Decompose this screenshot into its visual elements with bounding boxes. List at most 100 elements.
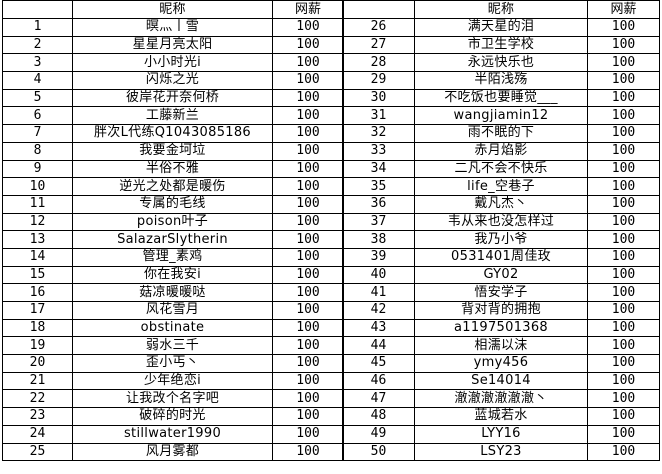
nickname-cell: stillwater1990 <box>72 424 273 444</box>
nickname-cell: 雨不眠的下 <box>414 124 588 143</box>
salary-cell: 100 <box>272 88 344 108</box>
rank-cell: 16 <box>2 283 73 302</box>
rank-cell: 42 <box>342 301 415 320</box>
nickname-cell: 戴凡杰丶 <box>414 194 588 214</box>
rank-cell: 27 <box>342 35 415 55</box>
nickname-cell: 澈澈澈澈澈澈丶 <box>414 389 588 409</box>
salary-cell: 100 <box>272 212 344 232</box>
salary-cell: 100 <box>587 442 660 462</box>
rank-cell: 4 <box>2 71 73 90</box>
nickname-cell: ymy456 <box>414 354 588 373</box>
table-row: 7 胖次L代练Q1043085186 100 <box>2 124 344 143</box>
table-row: 44 相濡以沫 100 <box>342 336 660 356</box>
nickname-cell: 闪烁之光 <box>72 71 273 90</box>
rank-cell: 35 <box>342 177 415 196</box>
nickname-cell: 悟安学子 <box>414 283 588 302</box>
nickname-cell: 逆光之处都是暖伤 <box>72 177 273 196</box>
ranking-table-right: 昵称 网薪 26 满天星的泪 100 27 市卫生学校 100 28 永远快乐也 100 29 半陌… <box>342 0 660 462</box>
table-row: 4 闪烁之光 100 <box>2 71 344 90</box>
salary-cell: 100 <box>587 141 660 161</box>
salary-cell: 100 <box>587 35 660 55</box>
table-row: 24 stillwater1990 100 <box>2 424 344 444</box>
table-row: 20 歪小丐丶 100 <box>2 354 344 373</box>
salary-cell: 100 <box>587 389 660 409</box>
salary-cell: 100 <box>272 106 344 126</box>
salary-cell: 100 <box>587 247 660 267</box>
rank-cell: 14 <box>2 247 73 267</box>
salary-cell: 100 <box>587 88 660 108</box>
rank-cell: 47 <box>342 389 415 409</box>
header-rank <box>342 0 415 19</box>
rank-cell: 17 <box>2 301 73 320</box>
nickname-cell: LYY16 <box>414 424 588 444</box>
rank-cell: 34 <box>342 159 415 179</box>
salary-cell: 100 <box>272 389 344 409</box>
salary-cell: 100 <box>272 159 344 179</box>
rank-cell: 36 <box>342 194 415 214</box>
nickname-cell: 半陌浅殇 <box>414 71 588 90</box>
nickname-cell: 市卫生学校 <box>414 35 588 55</box>
rank-cell: 9 <box>2 159 73 179</box>
nickname-cell: 菇凉暖暖哒 <box>72 283 273 302</box>
salary-cell: 100 <box>272 265 344 285</box>
table-row: 36 戴凡杰丶 100 <box>342 194 660 214</box>
nickname-cell: 胖次L代练Q1043085186 <box>72 124 273 143</box>
nickname-cell: a1197501368 <box>414 318 588 338</box>
rank-cell: 44 <box>342 336 415 356</box>
table-row: 32 雨不眠的下 100 <box>342 124 660 143</box>
rank-cell: 49 <box>342 424 415 444</box>
nickname-cell: 风月雾都 <box>72 442 273 462</box>
salary-cell: 100 <box>272 301 344 320</box>
rank-cell: 11 <box>2 194 73 214</box>
salary-cell: 100 <box>587 371 660 391</box>
salary-cell: 100 <box>587 407 660 426</box>
salary-cell: 100 <box>587 318 660 338</box>
table-row: 1 暝灬丨雪 100 <box>2 18 344 37</box>
nickname-cell: 弱水三千 <box>72 336 273 356</box>
rank-cell: 43 <box>342 318 415 338</box>
nickname-cell: 相濡以沫 <box>414 336 588 356</box>
table-row: 39 0531401周佳玫 100 <box>342 247 660 267</box>
rank-cell: 39 <box>342 247 415 267</box>
rank-cell: 20 <box>2 354 73 373</box>
salary-cell: 100 <box>272 177 344 196</box>
table-row: 5 彼岸花开奈何桥 100 <box>2 88 344 108</box>
rank-cell: 2 <box>2 35 73 55</box>
nickname-cell: LSY23 <box>414 442 588 462</box>
rank-cell: 23 <box>2 407 73 426</box>
salary-cell: 100 <box>587 230 660 249</box>
header-row: 昵称 网薪 <box>342 0 660 19</box>
nickname-cell: 永远快乐也 <box>414 53 588 73</box>
salary-cell: 100 <box>272 124 344 143</box>
nickname-cell: 0531401周佳玫 <box>414 247 588 267</box>
rank-cell: 29 <box>342 71 415 90</box>
table-row: 41 悟安学子 100 <box>342 283 660 302</box>
rank-cell: 8 <box>2 141 73 161</box>
rank-cell: 30 <box>342 88 415 108</box>
salary-cell: 100 <box>587 194 660 214</box>
rank-cell: 10 <box>2 177 73 196</box>
rank-cell: 1 <box>2 18 73 37</box>
rank-cell: 48 <box>342 407 415 426</box>
nickname-cell: 赤月焰影 <box>414 141 588 161</box>
table-row: 47 澈澈澈澈澈澈丶 100 <box>342 389 660 409</box>
table-row: 6 工藤新兰 100 <box>2 106 344 126</box>
salary-cell: 100 <box>587 212 660 232</box>
table-row: 49 LYY16 100 <box>342 424 660 444</box>
table-row: 35 life_空巷子 100 <box>342 177 660 196</box>
rank-cell: 38 <box>342 230 415 249</box>
rank-cell: 24 <box>2 424 73 444</box>
nickname-cell: 不吃饭也要睡觉___ <box>414 88 588 108</box>
rank-cell: 31 <box>342 106 415 126</box>
rank-cell: 13 <box>2 230 73 249</box>
table-row: 29 半陌浅殇 100 <box>342 71 660 90</box>
table-row: 46 Se14014 100 <box>342 371 660 391</box>
salary-cell: 100 <box>272 283 344 302</box>
rank-cell: 19 <box>2 336 73 356</box>
table-row: 30 不吃饭也要睡觉___ 100 <box>342 88 660 108</box>
table-row: 18 obstinate 100 <box>2 318 344 338</box>
nickname-cell: wangjiamin12 <box>414 106 588 126</box>
nickname-cell: 我要金坷垃 <box>72 141 273 161</box>
nickname-cell: 我乃小爷 <box>414 230 588 249</box>
table-row: 13 SalazarSlytherin 100 <box>2 230 344 249</box>
